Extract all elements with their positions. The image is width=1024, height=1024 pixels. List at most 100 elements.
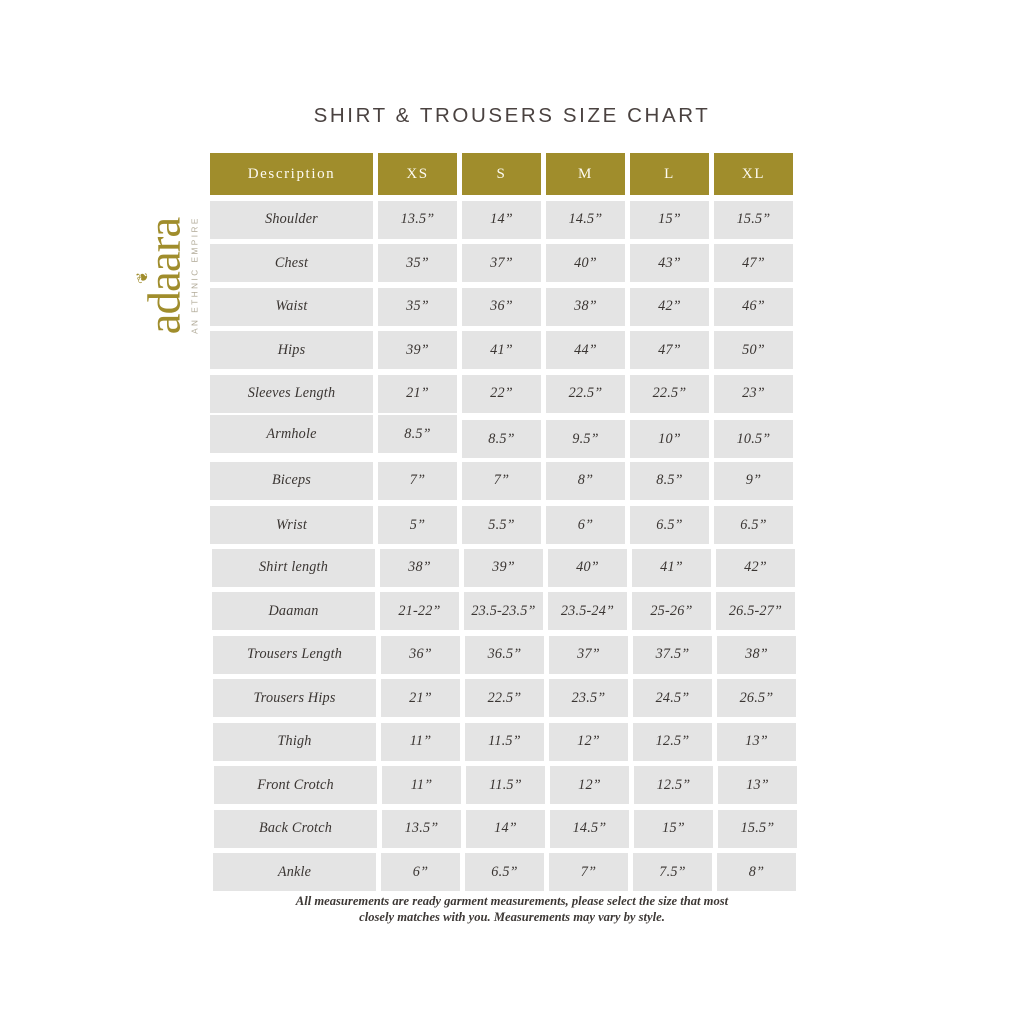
table-row: Shoulder 13.5” 14” 14.5” 15” 15.5”	[210, 200, 806, 239]
cell-value: 24.5”	[633, 679, 712, 717]
row-label: Sleeves Length	[210, 374, 373, 413]
cell-value: 26.5-27”	[716, 592, 795, 630]
column-header-xl: XL	[714, 153, 793, 195]
table-row: Daaman 21-22” 23.5-23.5” 23.5-24” 25-26”…	[210, 592, 806, 630]
table-row: Trousers Hips 21” 22.5” 23.5” 24.5” 26.5…	[210, 679, 806, 717]
brand-logo-rotated: adaara ❦ AN ETHNIC EMPIRE	[135, 175, 200, 375]
column-header-xs: XS	[378, 153, 457, 195]
cell-value: 37”	[549, 635, 628, 674]
row-label: Trousers Length	[213, 635, 376, 674]
table-row: Armhole 8.5” 8.5” 9.5” 10” 10.5”	[210, 415, 806, 458]
cell-value: 13.5”	[378, 200, 457, 239]
cell-value: 44”	[546, 331, 625, 369]
cell-value: 22.5”	[546, 374, 625, 413]
cell-value: 12”	[550, 766, 629, 804]
table-row: Back Crotch 13.5” 14” 14.5” 15” 15.5”	[210, 809, 806, 848]
size-chart-table: Description XS S M L XL Shoulder 13.5” 1…	[210, 153, 806, 897]
cell-value: 41”	[632, 548, 711, 587]
cell-value: 10.5”	[714, 420, 793, 458]
cell-value: 13.5”	[382, 809, 461, 848]
cell-value: 47”	[714, 244, 793, 282]
cell-value: 14”	[462, 200, 541, 239]
cell-value: 11”	[382, 766, 461, 804]
cell-value: 11.5”	[466, 766, 545, 804]
cell-value: 23.5”	[549, 679, 628, 717]
column-header-l: L	[630, 153, 709, 195]
cell-value: 23.5-23.5”	[464, 592, 543, 630]
table-row: Trousers Length 36” 36.5” 37” 37.5” 38”	[210, 635, 806, 674]
cell-value: 41”	[462, 331, 541, 369]
cell-value: 6.5”	[465, 853, 544, 891]
row-label: Chest	[210, 244, 373, 282]
cell-value: 6.5”	[630, 506, 709, 544]
cell-value: 8”	[717, 853, 796, 891]
cell-value: 37”	[462, 244, 541, 282]
cell-value: 8.5”	[378, 415, 457, 453]
table-row: Front Crotch 11” 11.5” 12” 12.5” 13”	[210, 766, 806, 804]
cell-value: 13”	[718, 766, 797, 804]
cell-value: 6”	[381, 853, 460, 891]
cell-value: 8.5”	[630, 461, 709, 500]
table-row: Ankle 6” 6.5” 7” 7.5” 8”	[210, 853, 806, 891]
cell-value: 13”	[717, 722, 796, 761]
cell-value: 46”	[714, 287, 793, 326]
cell-value: 15”	[630, 200, 709, 239]
cell-value: 43”	[630, 244, 709, 282]
brand-name: adaara ❦	[135, 216, 191, 335]
table-header-row: Description XS S M L XL	[210, 153, 806, 195]
cell-value: 7.5”	[633, 853, 712, 891]
cell-value: 11.5”	[465, 722, 544, 761]
cell-value: 25-26”	[632, 592, 711, 630]
cell-value: 23”	[714, 374, 793, 413]
cell-value: 7”	[378, 461, 457, 500]
cell-value: 6.5”	[714, 506, 793, 544]
brand-tagline: AN ETHNIC EMPIRE	[190, 216, 200, 334]
cell-value: 9”	[714, 461, 793, 500]
column-header-m: M	[546, 153, 625, 195]
cell-value: 7”	[549, 853, 628, 891]
cell-value: 21”	[378, 374, 457, 413]
row-label: Biceps	[210, 461, 373, 500]
cell-value: 15.5”	[714, 200, 793, 239]
measurement-note: All measurements are ready garment measu…	[0, 893, 1024, 925]
row-label: Thigh	[213, 722, 376, 761]
cell-value: 22”	[462, 374, 541, 413]
row-label: Trousers Hips	[213, 679, 376, 717]
cell-value: 12.5”	[634, 766, 713, 804]
brand-logo: adaara ❦ AN ETHNIC EMPIRE	[129, 175, 213, 375]
cell-value: 39”	[378, 331, 457, 369]
cell-value: 5”	[378, 506, 457, 544]
table-row: Sleeves Length 21” 22” 22.5” 22.5” 23”	[210, 374, 806, 413]
column-header-s: S	[462, 153, 541, 195]
column-header-description: Description	[210, 153, 373, 195]
cell-value: 22.5”	[465, 679, 544, 717]
cell-value: 14.5”	[546, 200, 625, 239]
cell-value: 36.5”	[465, 635, 544, 674]
cell-value: 38”	[717, 635, 796, 674]
cell-value: 39”	[464, 548, 543, 587]
cell-value: 8.5”	[462, 420, 541, 458]
table-row: Biceps 7” 7” 8” 8.5” 9”	[210, 461, 806, 500]
cell-value: 40”	[548, 548, 627, 587]
row-label: Daaman	[212, 592, 375, 630]
cell-value: 36”	[381, 635, 460, 674]
row-label: Back Crotch	[214, 809, 377, 848]
row-label: Front Crotch	[214, 766, 377, 804]
cell-value: 7”	[462, 461, 541, 500]
cell-value: 21”	[381, 679, 460, 717]
table-row: Chest 35” 37” 40” 43” 47”	[210, 244, 806, 282]
cell-value: 22.5”	[630, 374, 709, 413]
cell-value: 26.5”	[717, 679, 796, 717]
cell-value: 5.5”	[462, 506, 541, 544]
cell-value: 12.5”	[633, 722, 712, 761]
cell-value: 47”	[630, 331, 709, 369]
cell-value: 9.5”	[546, 420, 625, 458]
cell-value: 6”	[546, 506, 625, 544]
note-line-1: All measurements are ready garment measu…	[295, 894, 729, 908]
table-row: Shirt length 38” 39” 40” 41” 42”	[210, 548, 806, 587]
table-row: Waist 35” 36” 38” 42” 46”	[210, 287, 806, 326]
cell-value: 15.5”	[718, 809, 797, 848]
cell-value: 8”	[546, 461, 625, 500]
cell-value: 37.5”	[633, 635, 712, 674]
